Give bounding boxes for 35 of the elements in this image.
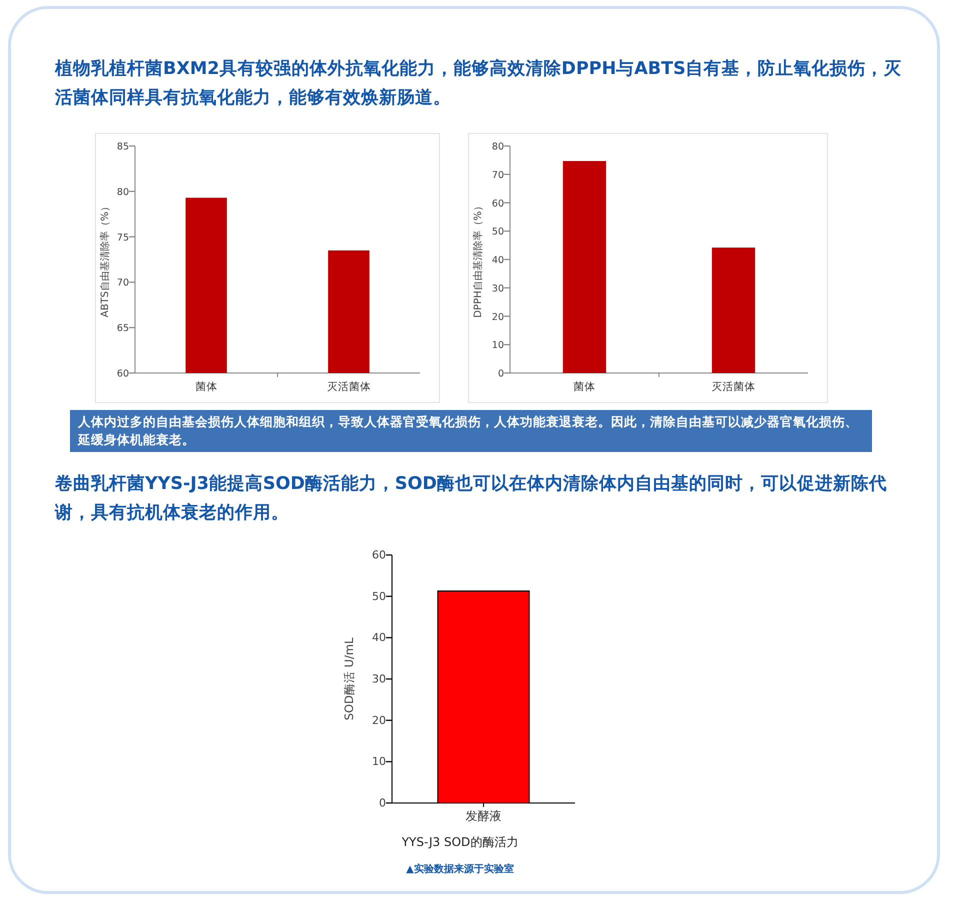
y-tick-label: 10 <box>492 340 504 352</box>
y-tick-label: 40 <box>372 631 386 644</box>
y-axis-title: ABTS自由基清除率（%） <box>99 202 111 318</box>
y-tick-label: 85 <box>116 142 129 152</box>
y-tick-label: 0 <box>498 368 504 380</box>
y-axis-title: SOD酶活 U/mL <box>342 637 356 720</box>
y-tick-label: 40 <box>492 255 504 266</box>
x-tick-label: 发酵液 <box>466 809 502 823</box>
y-tick-label: 60 <box>492 198 504 210</box>
y-tick-label: 65 <box>116 323 129 334</box>
y-tick-label: 30 <box>492 283 504 294</box>
y-tick-label: 20 <box>372 714 386 727</box>
y-tick-label: 75 <box>116 232 129 244</box>
chart-title: 卷曲乳杆菌YYS-J3能提高SOD酶活能力，SOD酶也可以在体内清除体内自由基的同时，可以促进新陈代谢，具有抗机体衰老的作用。 <box>55 472 888 525</box>
y-axis-title: DPPH自由基清除率（%） <box>472 201 484 318</box>
text: 植物乳植杆菌BXM2具有较强的体外抗氧化能力，能够高效清除DPPH与ABTS自有基，防止氧化损伤，灭活菌体同样具有抗氧化能力，能够有效焕新肠道。 <box>55 58 903 110</box>
y-tick-label: 50 <box>492 226 504 238</box>
y-tick-label: 60 <box>116 368 129 380</box>
x-tick-label: 菌体 <box>574 380 596 393</box>
y-tick-label: 0 <box>379 796 386 810</box>
text: 人体内过多的自由基会损伤人体细胞和组织，导致人体器官受氧化损伤，人体功能衰退衰老。因此，清除自由基可以减少器官氧化损伤、延缓身体机能衰老。 <box>70 410 872 452</box>
y-tick-label: 80 <box>492 142 504 152</box>
x-tick-label: 灭活菌体 <box>326 380 371 393</box>
x-tick-label: 菌体 <box>195 380 218 393</box>
y-tick-label: 50 <box>372 590 386 603</box>
y-tick-label: 70 <box>116 278 129 289</box>
y-tick-label: 20 <box>492 312 504 323</box>
text: ▲实验数据来源于实验室 <box>405 862 515 876</box>
x-tick-label: 灭活菌体 <box>712 380 756 393</box>
text: YYS-J3 SOD的酶活力 <box>400 834 520 851</box>
y-tick-label: 30 <box>372 672 386 686</box>
y-tick-label: 10 <box>372 755 386 768</box>
y-tick-label: 60 <box>372 548 386 562</box>
y-tick-label: 70 <box>492 170 504 181</box>
y-tick-label: 80 <box>116 186 129 198</box>
